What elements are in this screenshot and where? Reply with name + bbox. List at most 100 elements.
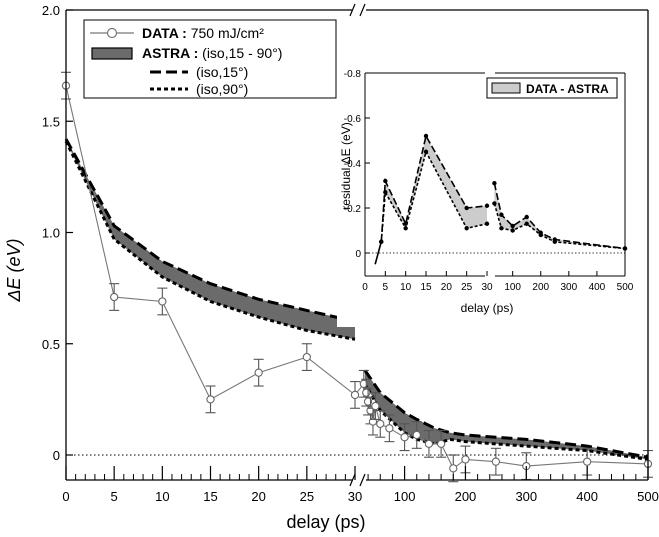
x-tick-label: 15 [203,489,217,504]
series-iso15-line [64,138,356,323]
y-tick-label: 1.0 [42,226,60,241]
data-point [254,368,263,377]
axis-break-mark [359,473,366,487]
y-axis-title-text: ΔE (eV) [4,238,24,302]
inset-x-tick-label: 20 [441,282,453,293]
data-point [363,397,373,406]
x-tick-label: 400 [576,489,598,504]
inset-y-axis-title: residual ΔE (eV) [339,122,353,209]
x-axis-title: delay (ps) [286,512,365,532]
x-tick-label: 0 [62,489,69,504]
data-point [385,424,394,433]
data-point [110,292,119,302]
inset-x-tick-label: 100 [504,282,521,293]
data-point [491,457,501,466]
inset-x-tick-label: 5 [383,282,389,293]
data-point [362,388,371,397]
axis-break-mark [359,3,366,17]
series-iso90-line [363,383,649,461]
inset-point [510,223,515,229]
inset-point [492,181,497,186]
inset-point [379,239,384,244]
inset-point [423,149,429,154]
inset-point [403,221,408,226]
x-tick-label: 100 [394,489,416,504]
legend-swatch-astra-band [91,47,133,60]
inset-y-tick-label: 0 [355,249,361,260]
inset-point [538,232,543,238]
legend: DATA : 750 mJ/cm² ASTRA : (iso,15 - 90°)… [83,19,337,99]
inset-point [524,221,529,226]
inset-point [383,178,388,184]
inset-point [484,221,490,226]
legend-entry-iso15: (iso,15°) [196,64,248,80]
inset-y-tick-label: -0.4 [344,159,362,170]
inset-residual-iso90-line [380,149,488,242]
astra-band [365,370,648,460]
inset-point [499,212,504,217]
inset-point [510,228,515,233]
y-tick-label: 2.0 [42,3,60,18]
inset-x-tick-label: 300 [560,282,577,293]
inset-x-tick-label: 200 [532,282,549,293]
data-point [376,419,385,428]
inset-y-tick-label: -0.6 [344,114,362,125]
x-tick-label: 30 [348,489,362,504]
inset-x-axis-title: delay (ps) [461,301,514,315]
main-axes: 00.51.01.52.00 5 10 15 20 25 30 100 200 300 400 500 [42,3,659,504]
inset-point [552,239,557,244]
x-tick-label: 25 [300,489,314,504]
data-point [436,439,446,449]
inset-point [403,226,408,231]
x-tick-label: 20 [251,489,265,504]
x-tick-label: 10 [155,489,169,504]
x-tick-label: 300 [515,489,537,504]
astra-lines-layer [64,138,649,461]
inset-x-tick-label: 400 [589,282,606,293]
data-point [350,390,360,400]
legend-entry-astra-text: (iso,15 - 90°) [198,45,282,61]
y-tick-label: 1.5 [42,114,60,129]
data-point [359,379,368,388]
axis-break-mark [349,3,356,17]
inset-point [484,203,490,208]
inset-point [492,201,497,206]
data-point [424,439,434,449]
inset-chart: -0.8 -0.6 -0.4 -0.2 0 0 5 10 15 20 25 30 100 200 300 40… [337,57,637,327]
y-tick-label: 0 [53,448,60,463]
inset-x-tick-label: 25 [461,282,473,293]
legend-entry-data-text: 750 mJ/cm² [187,25,264,41]
legend-entry-iso90: (iso,90°) [196,81,248,97]
data-point [206,395,215,404]
inset-y-tick-label: -0.2 [344,204,362,215]
astra-band-layer [66,139,648,460]
inset-x-tick-label: 15 [420,282,432,293]
data-point [158,297,167,306]
x-tick-label: 200 [455,489,477,504]
inset-x-tick-label: 30 [481,282,493,293]
inset-y-tick-label: -0.8 [344,69,362,80]
inset-legend-entry: DATA - ASTRA [526,82,609,96]
series-iso15-line [363,369,649,459]
legend-entry-data-bold: DATA : [142,25,187,41]
astra-band [66,139,355,340]
inset-axes: -0.8 -0.6 -0.4 -0.2 0 0 5 10 15 20 25 30 100 200 300 40… [344,69,634,293]
inset-point [499,226,504,231]
legend-entry-astra-bold: ASTRA : [142,45,198,61]
inset-lead-line [374,241,383,265]
x-tick-label: 500 [637,489,659,504]
inset-point [464,205,469,211]
data-point [461,455,470,464]
inset-point [464,226,469,231]
inset-x-tick-label: 0 [362,282,368,293]
data-point [449,464,458,473]
data-point [302,352,311,362]
inset-lines-layer [374,133,628,265]
inset-point [524,214,529,220]
data-point [400,433,409,442]
inset-point [383,190,388,195]
inset-point [423,133,429,139]
inset-legend-swatch [491,82,521,94]
legend-entry-data: DATA : 750 mJ/cm² [142,25,264,41]
